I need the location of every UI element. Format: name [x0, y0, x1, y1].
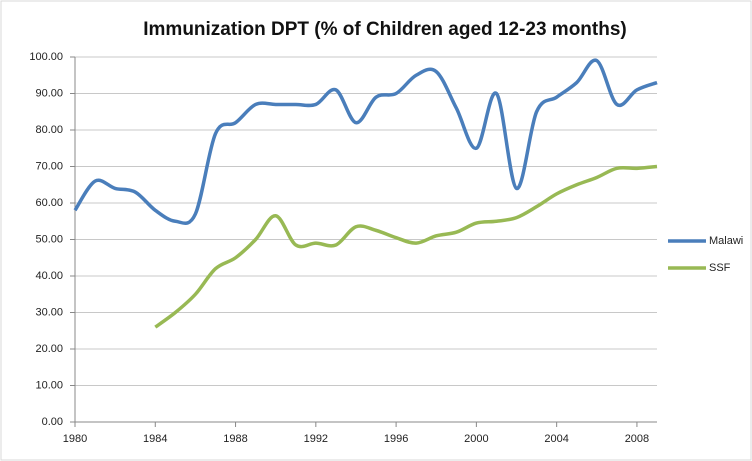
x-tick-label: 1984	[143, 433, 167, 445]
x-tick-label: 2008	[625, 433, 649, 445]
y-tick-label: 90.00	[35, 87, 63, 99]
x-tick-label: 1980	[63, 433, 87, 445]
legend-label: SSF	[709, 262, 731, 274]
y-tick-label: 0.00	[42, 416, 63, 428]
y-tick-label: 100.00	[29, 51, 63, 63]
series-line	[154, 164, 658, 329]
y-tick-label: 80.00	[35, 124, 63, 136]
x-tick-label: 2004	[544, 433, 568, 445]
y-tick-label: 40.00	[35, 270, 63, 282]
y-tick-label: 60.00	[35, 197, 63, 209]
series-line	[73, 58, 658, 226]
legend-label: Malawi	[709, 235, 743, 247]
x-tick-label: 1996	[384, 433, 408, 445]
y-tick-label: 50.00	[35, 233, 63, 245]
chart-title: Immunization DPT (% of Children aged 12-…	[143, 19, 626, 40]
y-tick-label: 10.00	[35, 379, 63, 391]
y-tick-label: 30.00	[35, 306, 63, 318]
x-tick-label: 1992	[304, 433, 328, 445]
y-tick-label: 20.00	[35, 343, 63, 355]
x-tick-label: 1988	[223, 433, 247, 445]
x-tick-label: 2000	[464, 433, 488, 445]
y-tick-label: 70.00	[35, 160, 63, 172]
